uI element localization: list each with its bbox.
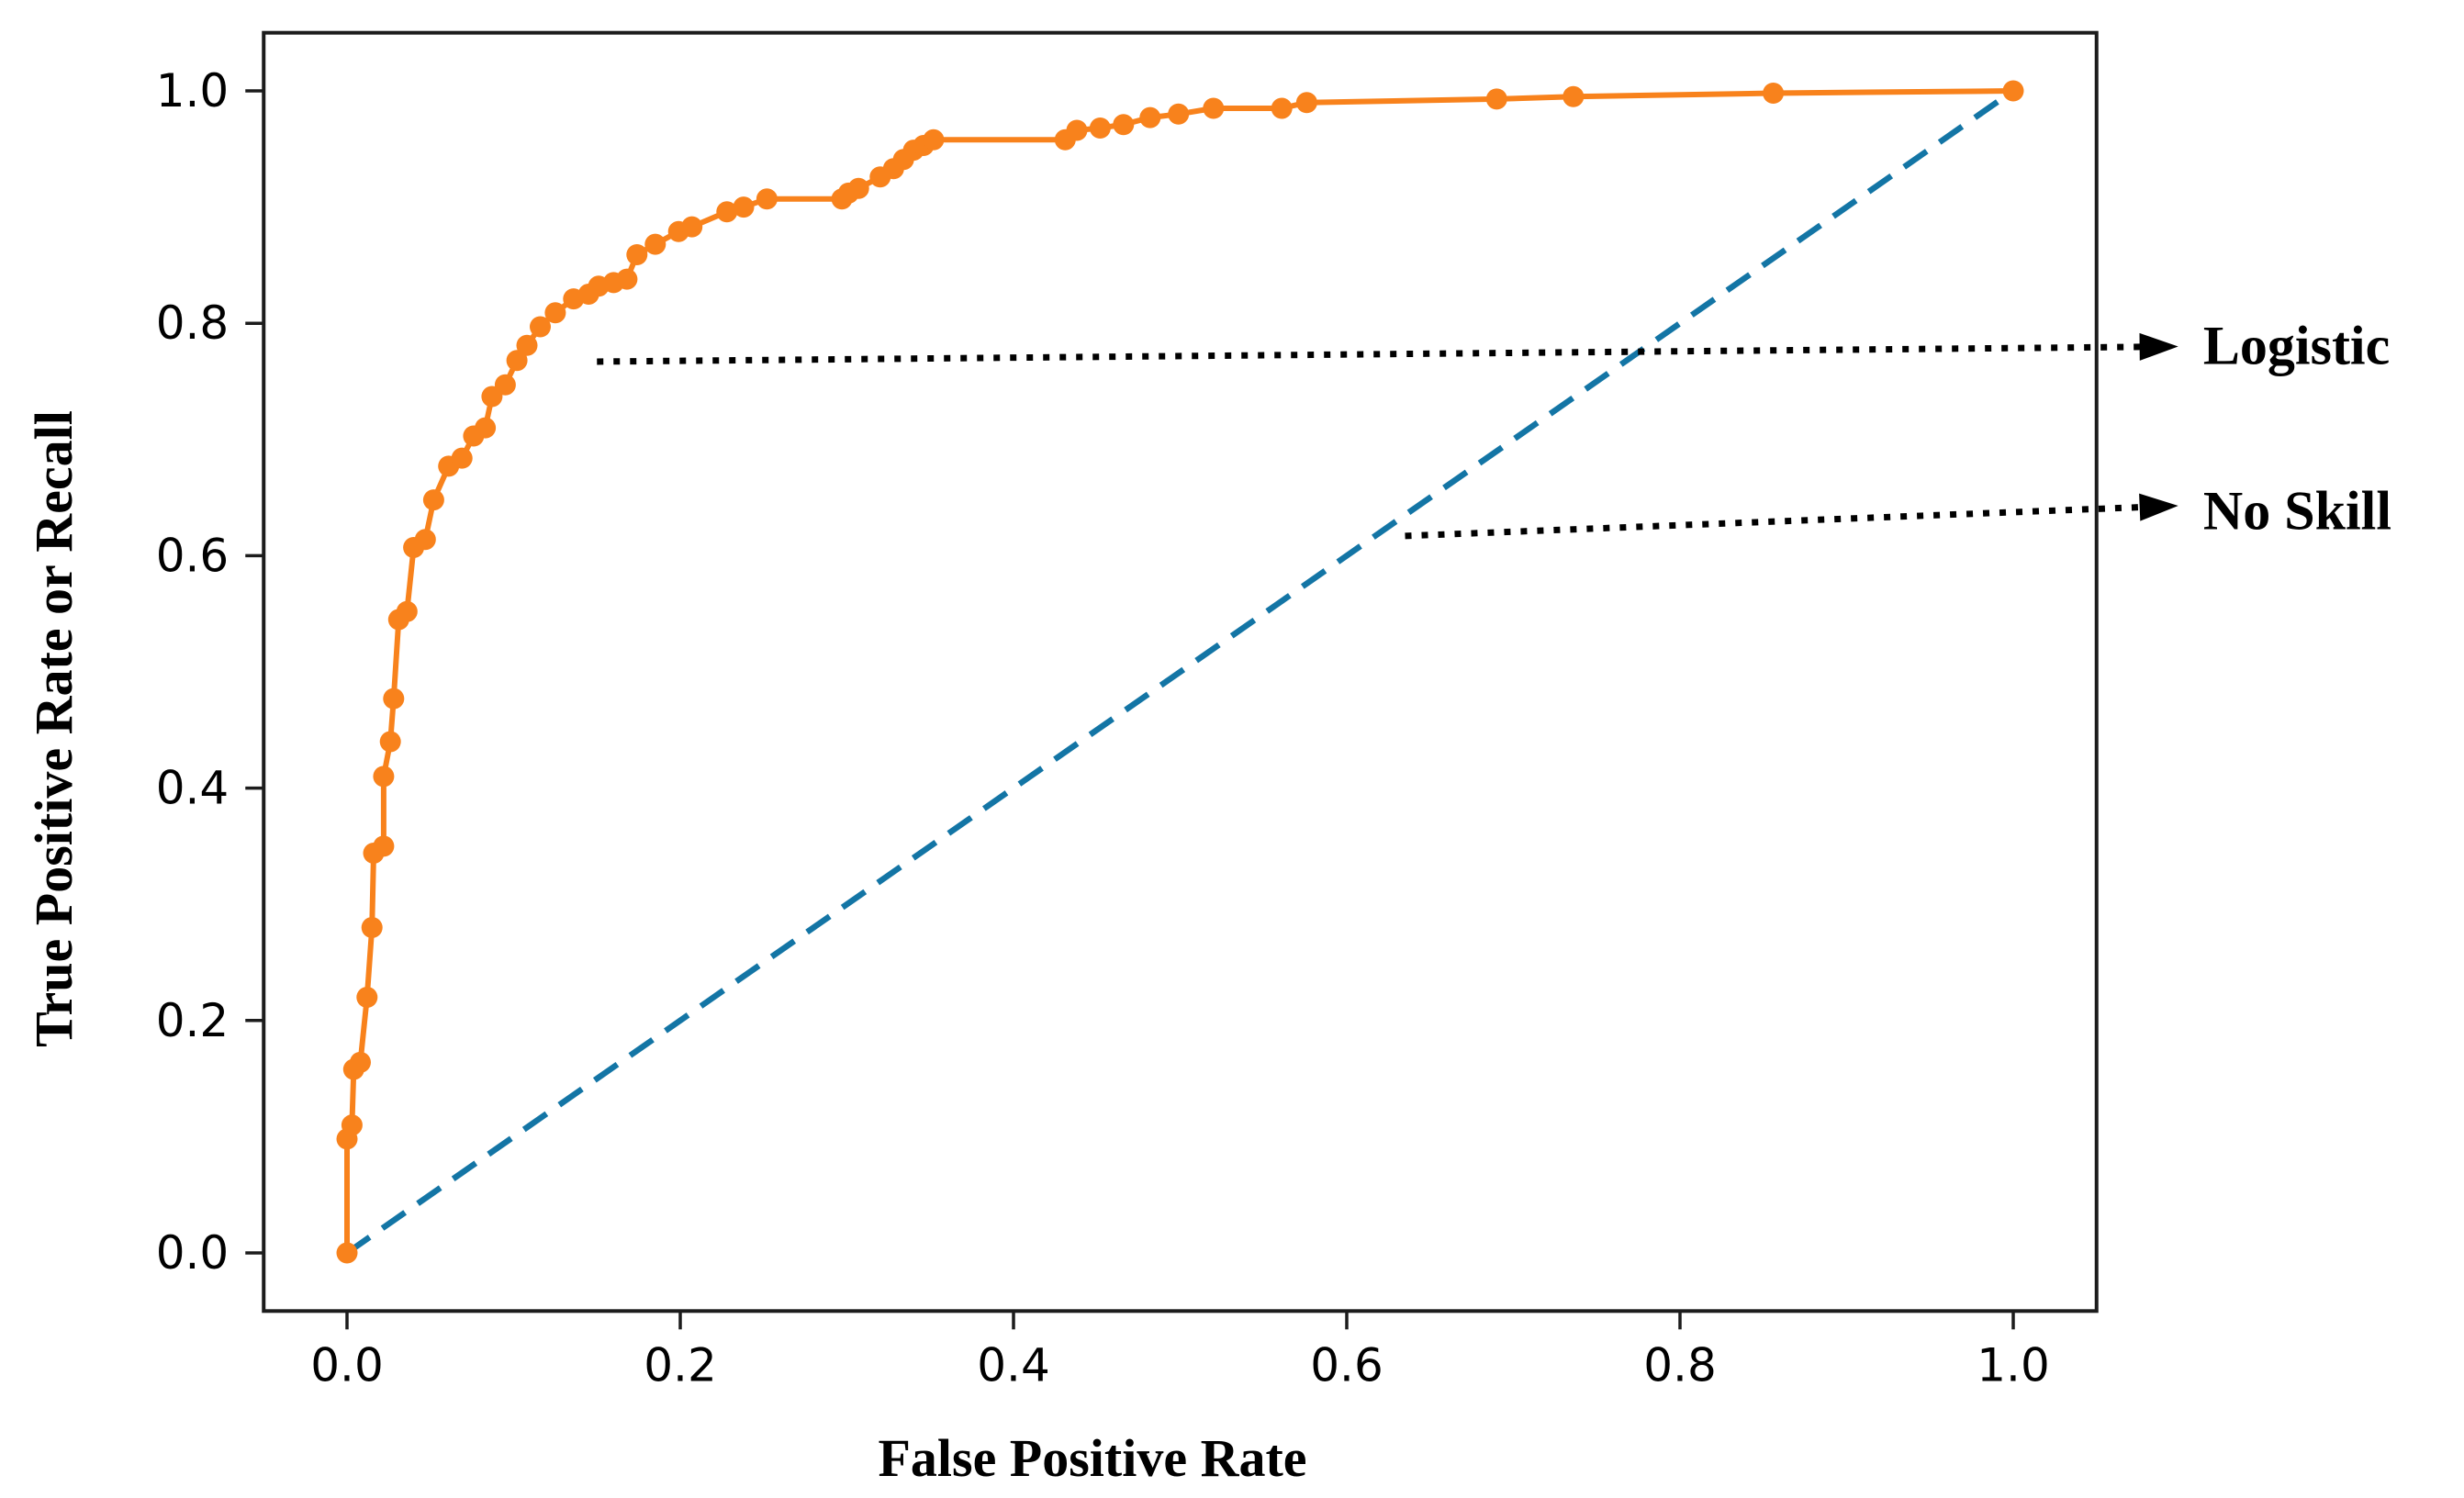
annotation-label-no-skill: No Skill	[2203, 480, 2391, 541]
annotation-dotted-line	[1405, 504, 2142, 540]
roc-point	[414, 529, 436, 551]
roc-point	[361, 917, 383, 938]
arrow-annotations: Logistic No Skill	[597, 316, 2391, 541]
roc-point	[1089, 117, 1111, 139]
x-tick-label: 1.0	[1977, 1338, 2050, 1392]
roc-point	[396, 600, 418, 622]
y-tick-label: 0.6	[156, 529, 230, 582]
plot-frame	[262, 30, 2099, 1314]
roc-point	[336, 1242, 358, 1264]
annotation-arrowhead	[2139, 332, 2178, 361]
y-tick-label: 0.0	[156, 1226, 230, 1280]
annotation-label-logistic: Logistic	[2203, 316, 2390, 376]
no-skill-diagonal-line	[345, 88, 2015, 1256]
roc-point	[451, 447, 473, 469]
roc-point	[644, 233, 666, 255]
roc-point	[1271, 97, 1293, 119]
x-tick-label: 0.8	[1643, 1338, 1717, 1392]
roc-point	[1066, 119, 1088, 141]
x-axis-label: False Positive Rate	[878, 1428, 1306, 1488]
annotation-arrowhead	[2139, 493, 2178, 521]
roc-point	[373, 766, 395, 788]
x-axis-ticks: 0.0 0.2 0.4 0.6 0.8 1.0	[310, 1311, 2050, 1392]
roc-point	[847, 177, 869, 199]
roc-point	[1113, 114, 1135, 136]
roc-point	[379, 731, 401, 753]
roc-point	[716, 201, 738, 223]
roc-point	[383, 688, 405, 710]
roc-point	[356, 987, 378, 1008]
roc-point	[1203, 97, 1225, 119]
roc-point	[756, 188, 778, 210]
y-axis-label: True Positive Rate or Recall	[24, 410, 84, 1047]
logistic-roc-curve	[336, 80, 2024, 1264]
roc-point	[1562, 85, 1585, 107]
roc-point	[923, 129, 945, 151]
roc-point	[1139, 106, 1161, 129]
roc-point	[1295, 92, 1317, 114]
no-skill-dashed-segment	[345, 88, 2015, 1256]
x-tick-label: 0.0	[310, 1338, 384, 1392]
roc-point	[506, 350, 528, 372]
roc-point	[626, 244, 648, 265]
roc-point	[616, 268, 638, 290]
x-tick-label: 0.6	[1310, 1338, 1383, 1392]
y-tick-label: 0.2	[156, 994, 230, 1047]
roc-point	[422, 489, 444, 511]
roc-point	[475, 417, 497, 439]
x-tick-label: 0.2	[644, 1338, 717, 1392]
y-tick-label: 0.8	[156, 296, 230, 350]
roc-point	[373, 835, 395, 857]
roc-point	[1168, 103, 1190, 125]
roc-point	[681, 216, 703, 238]
roc-point	[494, 374, 516, 396]
roc-point	[1485, 88, 1507, 110]
x-tick-label: 0.4	[977, 1338, 1050, 1392]
roc-point	[733, 196, 755, 218]
roc-point	[544, 302, 566, 324]
roc-point	[2002, 80, 2024, 102]
y-tick-label: 1.0	[156, 64, 230, 117]
annotation-dotted-line	[597, 343, 2142, 365]
plot-border	[262, 30, 2099, 1314]
roc-point	[350, 1051, 371, 1073]
roc-point	[516, 334, 538, 356]
y-tick-label: 0.4	[156, 762, 230, 815]
y-axis-ticks: 0.0 0.2 0.4 0.6 0.8 1.0	[156, 64, 264, 1280]
roc-point	[530, 316, 551, 338]
roc-point	[1763, 83, 1785, 104]
roc-point	[341, 1114, 363, 1136]
